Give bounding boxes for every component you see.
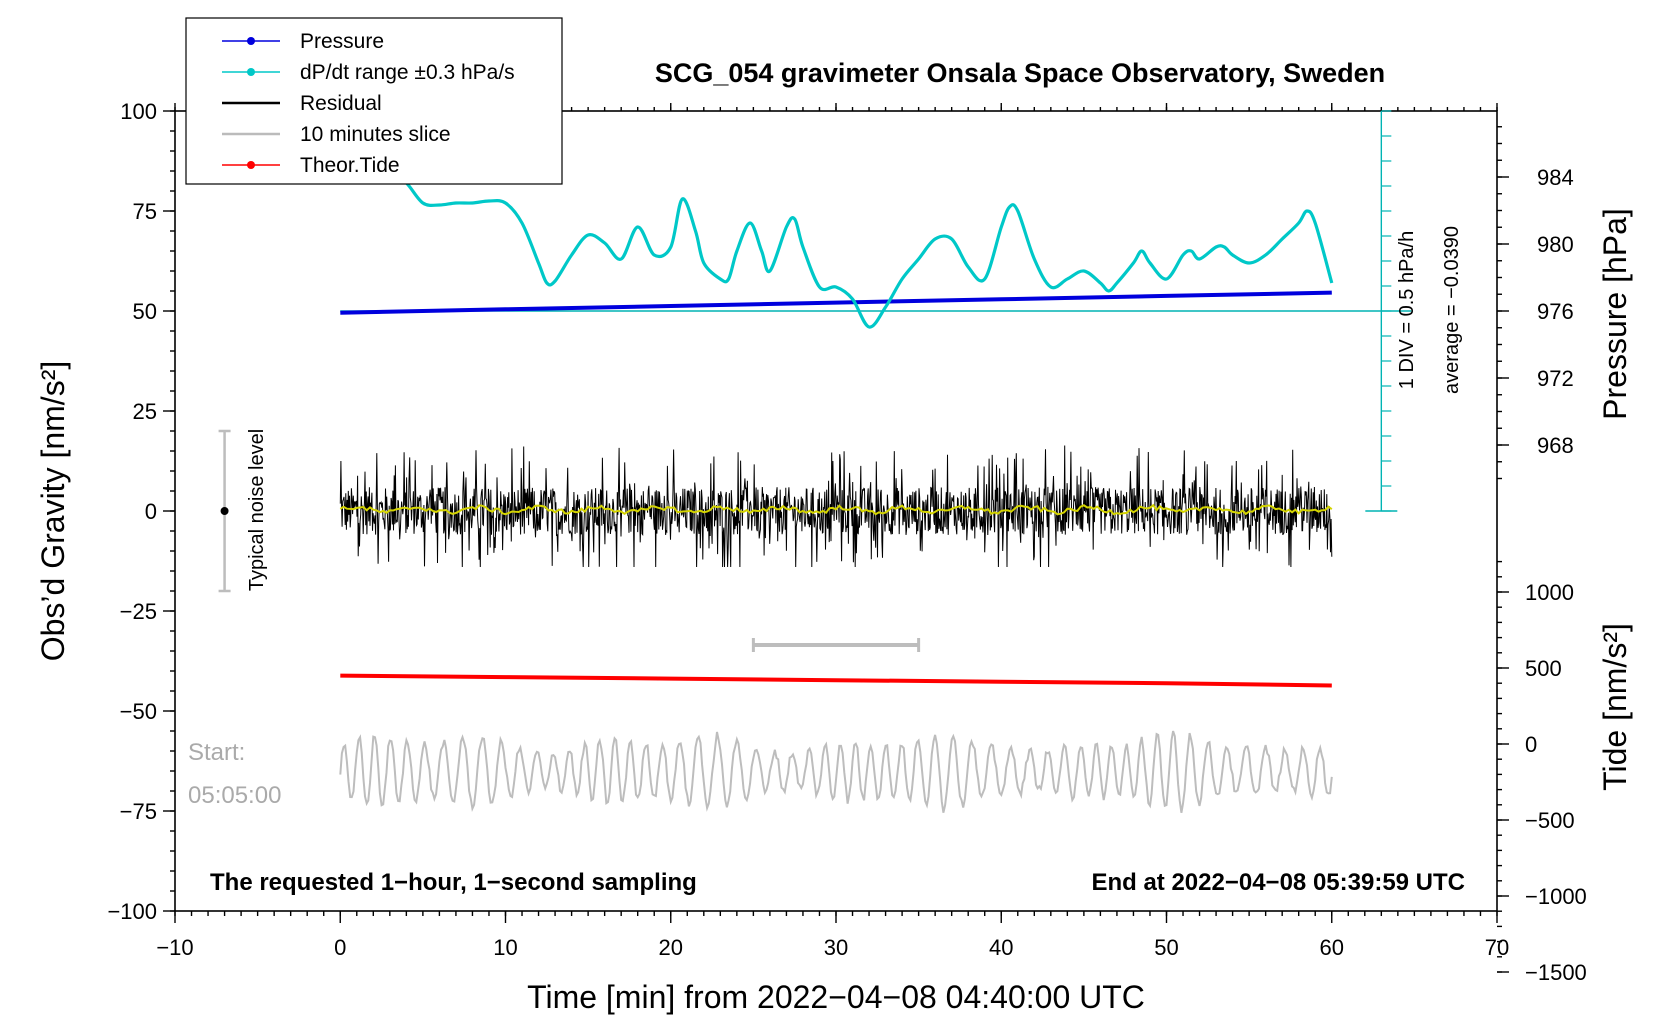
- pressure-tick-label: 968: [1537, 433, 1574, 458]
- tide-axis-title: Tide [nm/s²]: [1597, 623, 1633, 791]
- annotation-end-time: End at 2022−04−08 05:39:59 UTC: [1091, 869, 1465, 896]
- x-tick-label: 10: [493, 935, 517, 960]
- tide-tick-label: 1000: [1525, 580, 1574, 605]
- pressure-tick-label: 976: [1537, 299, 1574, 324]
- legend-label: Theor.Tide: [300, 154, 400, 177]
- tide-tick-label: −1500: [1525, 960, 1587, 985]
- x-tick-label: 30: [824, 935, 848, 960]
- slice-range-bar: [751, 638, 921, 652]
- tide-tick-label: −1000: [1525, 884, 1587, 909]
- y-tick-label: −100: [107, 899, 157, 924]
- slice-start-time: 05:05:00: [188, 782, 281, 809]
- tide-tick-label: 0: [1525, 732, 1537, 757]
- legend-box: [185, 17, 563, 185]
- tide-series: [340, 673, 1332, 688]
- dpdt-series: [388, 169, 1334, 329]
- y-tick-label: −75: [120, 799, 157, 824]
- tide-axis-ticks: 1000 500 0 −500 −1000 −1500: [1497, 560, 1587, 985]
- pressure-series: [340, 290, 1332, 315]
- legend-swatch-marker: [247, 37, 255, 45]
- y-tick-label: −50: [120, 699, 157, 724]
- legend-label: dP/dt range ±0.3 hPa/s: [300, 61, 515, 84]
- x-tick-label: 50: [1154, 935, 1178, 960]
- y-axis-ticks: 100 75 50 25 0 −25 −50 −75 −100: [107, 99, 175, 924]
- residual-mean-series: [339, 503, 1333, 516]
- legend-swatch-marker: [247, 161, 255, 169]
- dpdt-average-label: average = −0.0390: [1441, 226, 1463, 394]
- noise-level-bar: [218, 429, 231, 593]
- residual-series: [339, 445, 1333, 568]
- y-tick-label: 25: [133, 399, 157, 424]
- pressure-axis-title: Pressure [hPa]: [1597, 208, 1633, 420]
- pressure-tick-label: 972: [1537, 366, 1574, 391]
- y-tick-label: −25: [120, 599, 157, 624]
- noise-bar-center-dot: [220, 507, 229, 515]
- tide-tick-label: −500: [1525, 808, 1575, 833]
- y-tick-label: 100: [120, 99, 157, 124]
- pressure-axis-ticks: 984 980 976 972 968: [1497, 126, 1574, 480]
- x-tick-label: 0: [334, 935, 346, 960]
- legend-swatch-marker: [247, 68, 255, 76]
- x-tick-label: 20: [659, 935, 683, 960]
- x-axis-ticks: −10 0 10 20 30 40 50 60 70: [156, 103, 1509, 960]
- pressure-tick-label: 980: [1537, 232, 1574, 257]
- legend: Pressure dP/dt range ±0.3 hPa/s Residual 10…: [185, 17, 563, 185]
- y-tick-label: 50: [133, 299, 157, 324]
- annotation-sampling: The requested 1−hour, 1−second sampling: [210, 869, 697, 896]
- tide-tick-label: 500: [1525, 656, 1562, 681]
- slice-series: [339, 730, 1333, 813]
- y-axis-title-left: Obs’d Gravity [nm/s²]: [35, 361, 71, 662]
- x-tick-label: 70: [1485, 935, 1509, 960]
- x-tick-label: 60: [1320, 935, 1344, 960]
- slice-start-label: Start:: [188, 739, 245, 766]
- y-tick-label: 0: [145, 499, 157, 524]
- y-tick-label: 75: [133, 199, 157, 224]
- x-tick-label: 40: [989, 935, 1013, 960]
- legend-label: Pressure: [300, 30, 384, 53]
- dpdt-division-label: 1 DIV = 0.5 hPa/h: [1396, 231, 1418, 389]
- x-tick-label: −10: [156, 935, 193, 960]
- chart-title: SCG_054 gravimeter Onsala Space Observat…: [655, 58, 1385, 88]
- legend-label: Residual: [300, 92, 382, 115]
- noise-level-label: Typical noise level: [246, 429, 268, 591]
- legend-label: 10 minutes slice: [300, 123, 451, 146]
- x-axis-title: Time [min] from 2022−04−08 04:40:00 UTC: [527, 979, 1145, 1015]
- pressure-tick-label: 984: [1537, 165, 1574, 190]
